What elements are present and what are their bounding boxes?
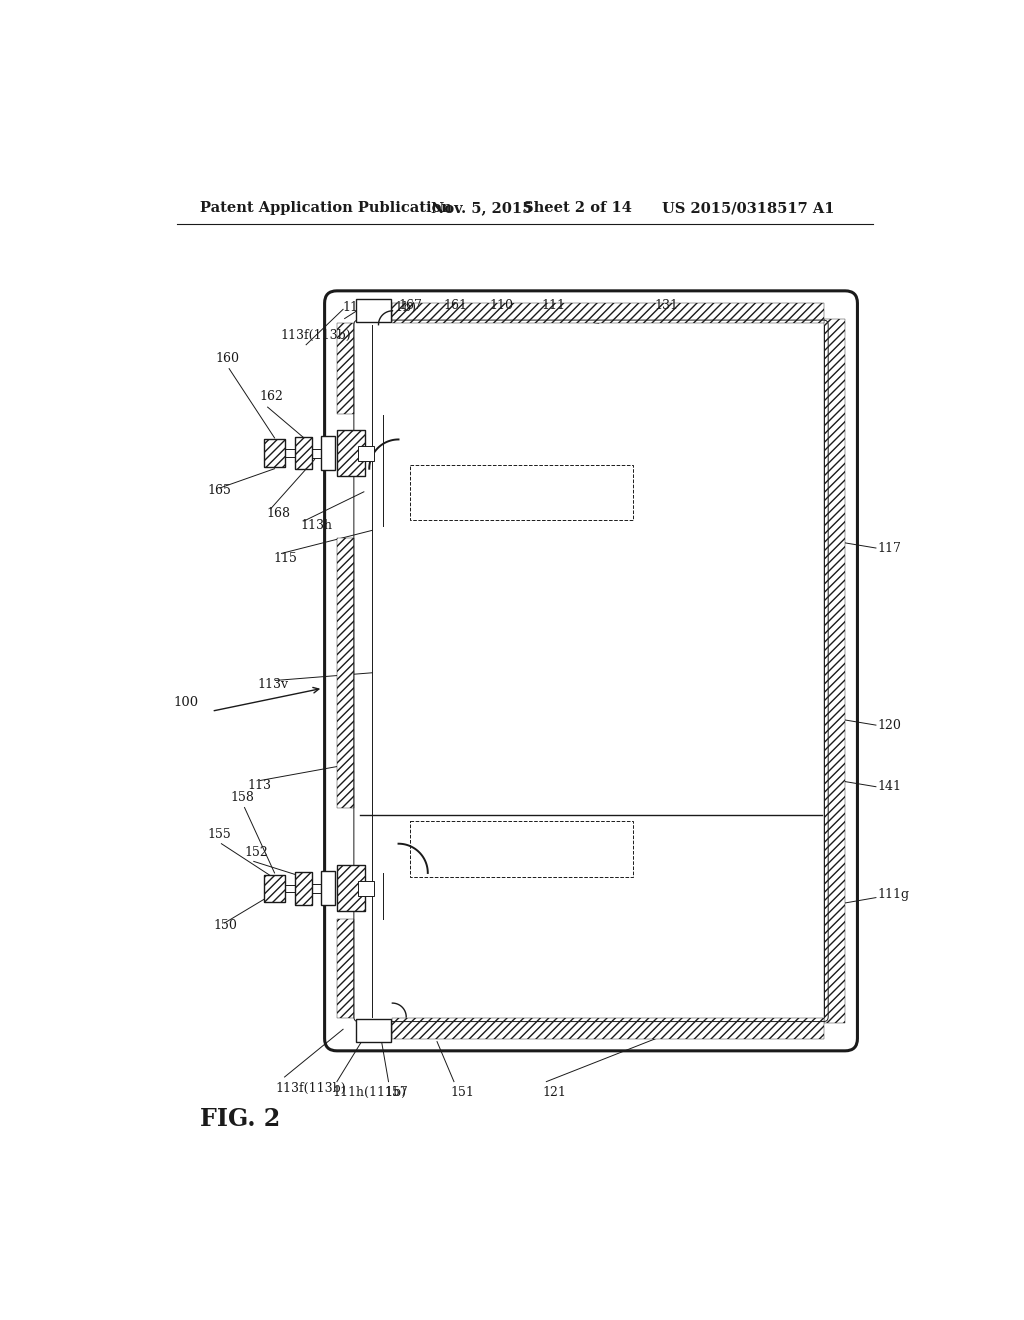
Text: US 2015/0318517 A1: US 2015/0318517 A1 xyxy=(662,202,835,215)
Text: 158: 158 xyxy=(230,791,255,804)
Bar xyxy=(264,440,286,467)
Text: 115: 115 xyxy=(273,552,298,565)
Bar xyxy=(823,318,845,1023)
Bar xyxy=(264,874,286,903)
Text: 111: 111 xyxy=(541,298,565,312)
Bar xyxy=(295,873,311,904)
Bar xyxy=(337,323,354,414)
Text: 113: 113 xyxy=(248,779,271,792)
Bar xyxy=(392,304,823,323)
Text: 113v: 113v xyxy=(258,677,289,690)
Text: 113f(113b): 113f(113b) xyxy=(281,329,351,342)
Bar xyxy=(264,440,286,467)
Bar xyxy=(311,449,321,458)
Text: 157: 157 xyxy=(385,1086,409,1100)
Text: 111h(111b): 111h(111b) xyxy=(342,301,417,314)
Text: 120: 120 xyxy=(878,718,901,731)
Text: 110: 110 xyxy=(489,298,513,312)
Bar xyxy=(410,821,634,876)
Bar xyxy=(337,430,365,477)
Text: Patent Application Publication: Patent Application Publication xyxy=(200,202,452,215)
Bar xyxy=(358,880,374,896)
Text: 117: 117 xyxy=(878,541,901,554)
Bar xyxy=(286,884,295,892)
Text: 111g: 111g xyxy=(878,888,909,902)
Bar xyxy=(356,1019,391,1043)
Bar xyxy=(410,465,634,520)
Bar xyxy=(356,300,391,322)
Bar xyxy=(264,874,286,903)
Bar xyxy=(337,539,354,808)
Text: 131: 131 xyxy=(654,298,678,312)
Text: 141: 141 xyxy=(878,780,901,793)
Text: 121: 121 xyxy=(543,1086,566,1100)
Text: 167: 167 xyxy=(398,298,422,312)
Text: 113h: 113h xyxy=(300,519,332,532)
Text: 165: 165 xyxy=(208,483,231,496)
Bar xyxy=(295,437,311,470)
Text: 100: 100 xyxy=(173,696,199,709)
FancyBboxPatch shape xyxy=(325,290,857,1051)
Bar xyxy=(311,884,321,892)
Text: 152: 152 xyxy=(245,846,268,859)
Bar xyxy=(337,919,354,1018)
Text: 151: 151 xyxy=(451,1086,474,1100)
Text: 113f(113b): 113f(113b) xyxy=(275,1081,346,1094)
Bar xyxy=(321,437,335,470)
Text: 150: 150 xyxy=(214,919,238,932)
Bar xyxy=(358,446,374,461)
Bar xyxy=(337,866,365,911)
Bar xyxy=(337,430,365,477)
Bar xyxy=(295,437,311,470)
Text: FIG. 2: FIG. 2 xyxy=(200,1107,281,1131)
Text: Nov. 5, 2015: Nov. 5, 2015 xyxy=(431,202,532,215)
Text: 155: 155 xyxy=(208,828,231,841)
Bar xyxy=(337,866,365,911)
Text: 161: 161 xyxy=(443,298,467,312)
Text: 162: 162 xyxy=(260,391,284,404)
Text: Sheet 2 of 14: Sheet 2 of 14 xyxy=(523,202,632,215)
Bar xyxy=(392,1019,823,1039)
Text: 168: 168 xyxy=(266,507,290,520)
Bar xyxy=(286,449,295,457)
Bar xyxy=(321,871,335,906)
Text: 111h(111b): 111h(111b) xyxy=(333,1086,407,1100)
Text: 160: 160 xyxy=(215,351,240,364)
Bar xyxy=(295,873,311,904)
